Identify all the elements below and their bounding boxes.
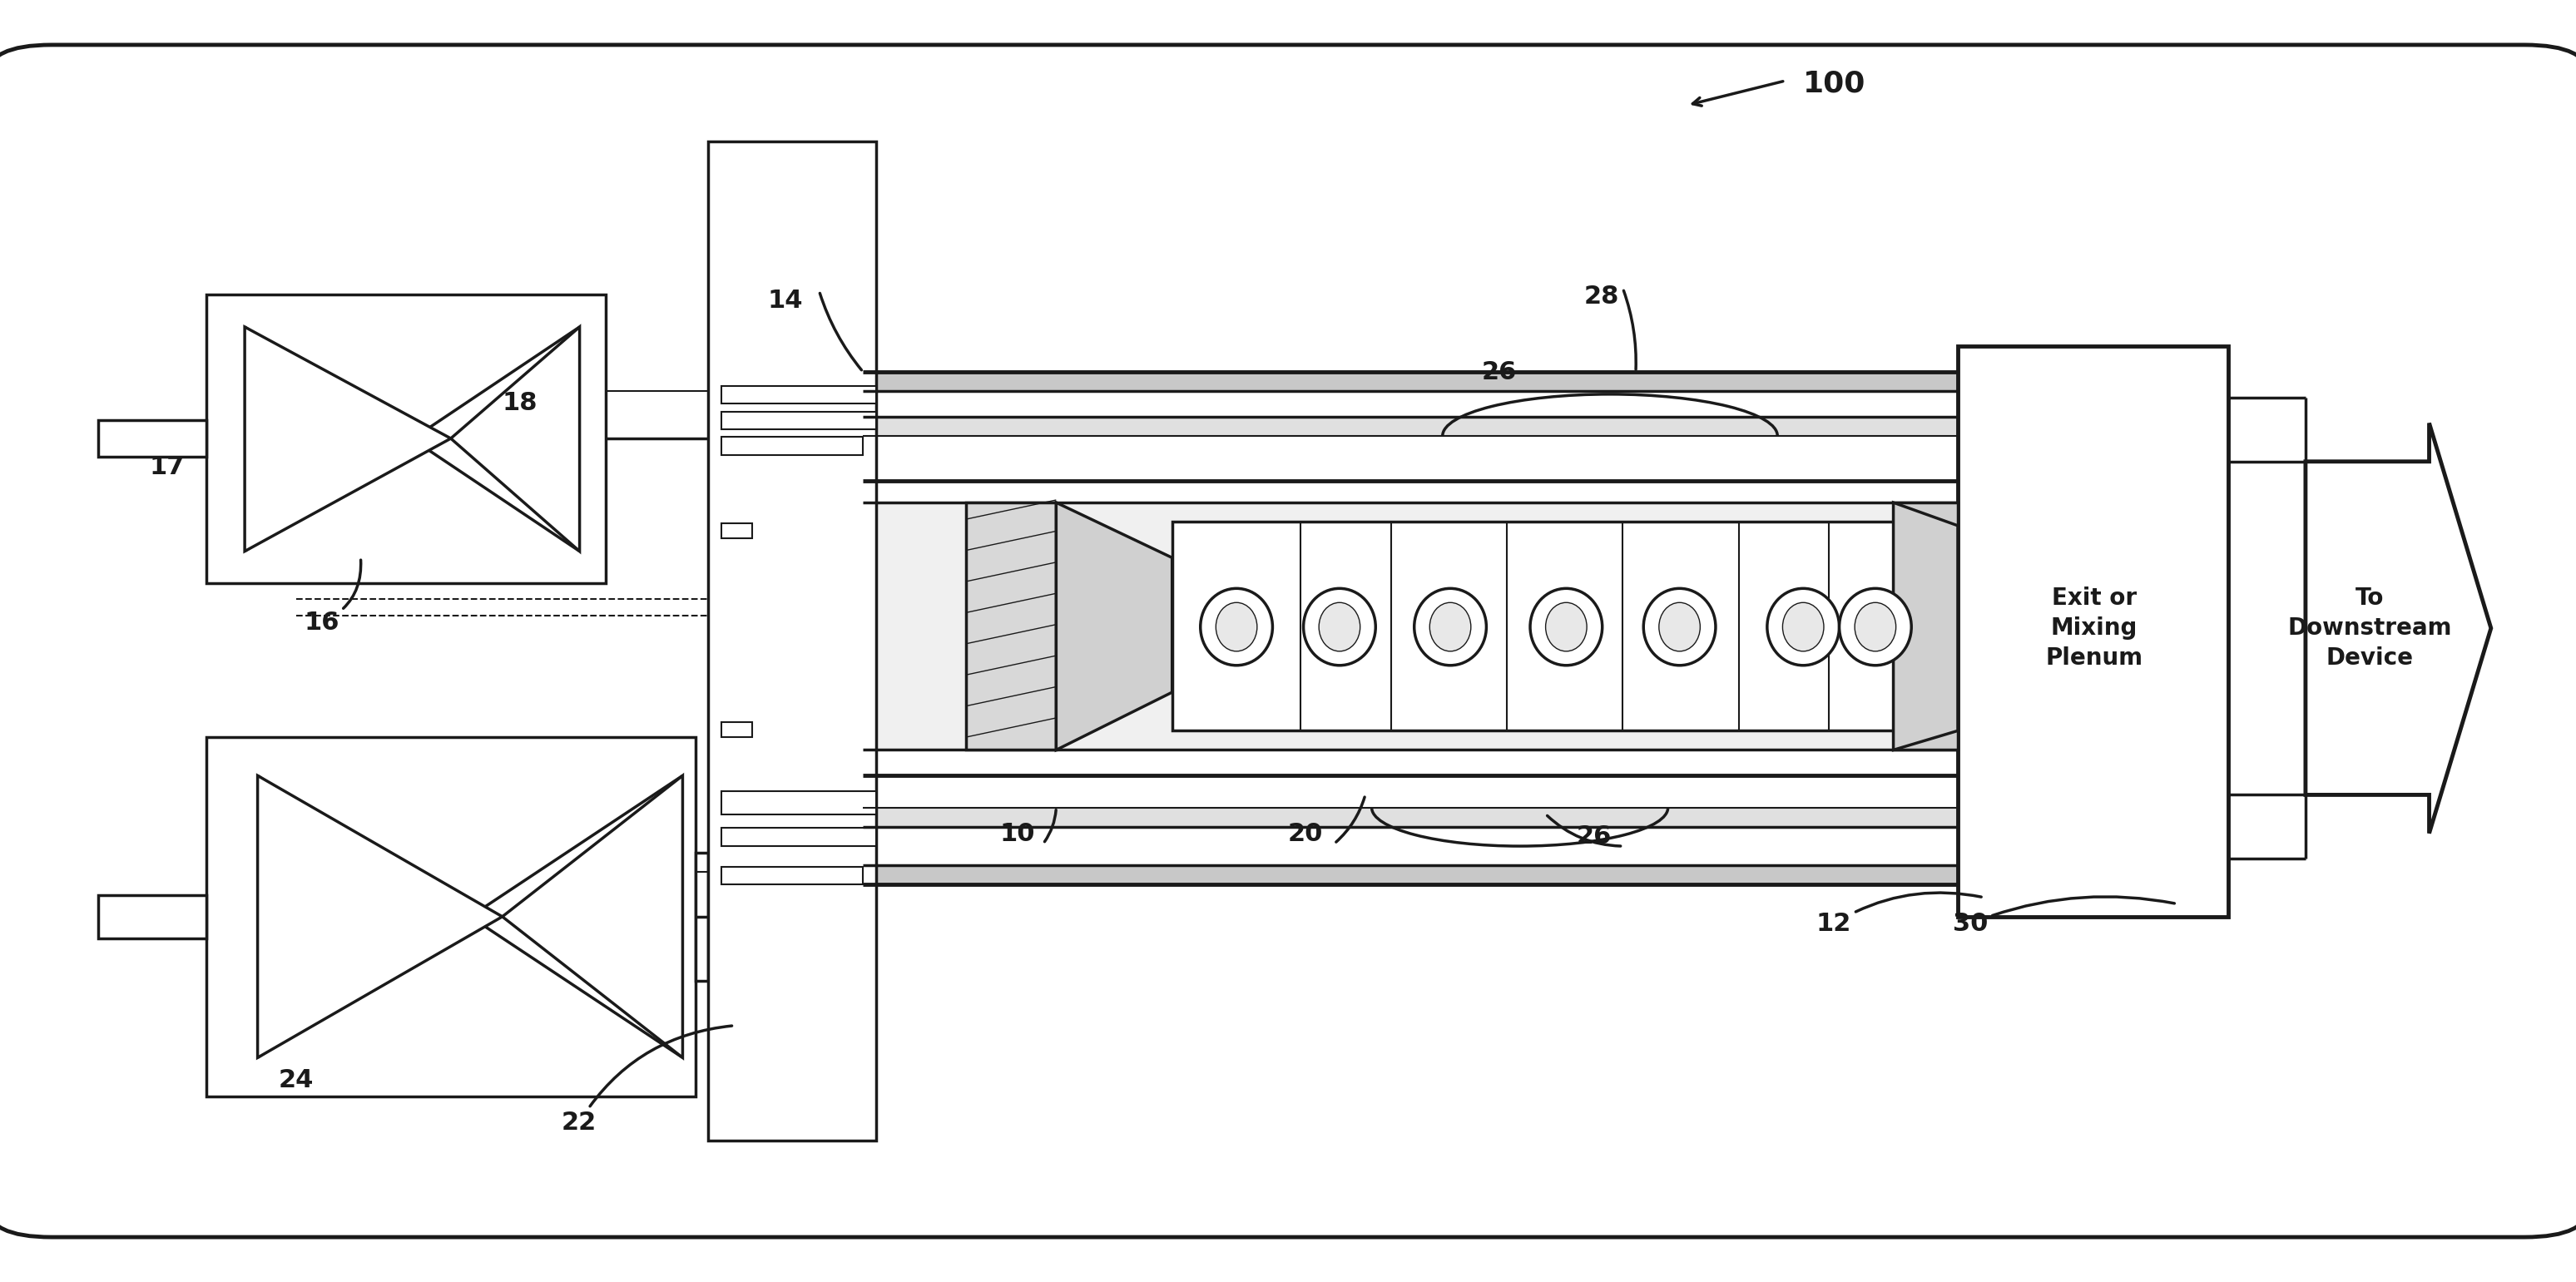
Bar [206, 295, 605, 583]
Ellipse shape [1855, 603, 1896, 651]
Polygon shape [502, 776, 683, 1058]
Bar [1958, 346, 2228, 917]
Text: 17: 17 [149, 455, 185, 479]
Ellipse shape [1783, 603, 1824, 651]
Text: 14: 14 [768, 288, 804, 313]
Ellipse shape [1839, 588, 1911, 665]
Ellipse shape [1643, 588, 1716, 665]
Bar [863, 503, 1958, 750]
Ellipse shape [1200, 588, 1273, 665]
Bar [721, 791, 876, 814]
Text: 24: 24 [278, 1068, 314, 1092]
Bar [206, 737, 696, 1096]
Bar [721, 523, 752, 538]
Text: 10: 10 [999, 822, 1036, 846]
Text: 12: 12 [1816, 892, 1981, 936]
Bar [721, 437, 863, 455]
Text: 100: 100 [1803, 69, 1865, 97]
Polygon shape [451, 327, 580, 551]
Bar [863, 808, 1958, 827]
Ellipse shape [1659, 603, 1700, 651]
Text: To
Downstream
Device: To Downstream Device [2287, 587, 2452, 669]
Bar [863, 372, 1958, 391]
Text: 16: 16 [304, 560, 361, 635]
Ellipse shape [1303, 588, 1376, 665]
Ellipse shape [1216, 603, 1257, 651]
Ellipse shape [1530, 588, 1602, 665]
Text: 20: 20 [1288, 822, 1324, 846]
Text: 22: 22 [562, 1026, 732, 1135]
Polygon shape [2306, 423, 2491, 833]
Text: 18: 18 [502, 391, 538, 415]
Bar [696, 853, 708, 981]
Text: 26: 26 [1577, 824, 1613, 849]
Ellipse shape [1414, 588, 1486, 665]
Ellipse shape [1430, 603, 1471, 651]
Bar [98, 420, 206, 456]
Text: Exit or
Mixing
Plenum: Exit or Mixing Plenum [2045, 587, 2143, 669]
Polygon shape [258, 776, 502, 1058]
Polygon shape [245, 327, 451, 551]
Text: 30: 30 [1953, 896, 2174, 936]
Bar [721, 722, 752, 737]
FancyBboxPatch shape [0, 45, 2576, 1237]
Bar [708, 141, 876, 1141]
Polygon shape [1056, 503, 1172, 750]
Ellipse shape [1546, 603, 1587, 651]
Bar [863, 865, 1958, 885]
Bar [1172, 522, 1893, 731]
Bar [966, 503, 1056, 750]
Bar [721, 412, 876, 429]
Bar [863, 417, 1958, 436]
Ellipse shape [1319, 603, 1360, 651]
Bar [721, 828, 876, 846]
Bar [721, 867, 863, 885]
Text: 28: 28 [1584, 285, 1620, 309]
Polygon shape [1893, 503, 1958, 750]
Ellipse shape [1767, 588, 1839, 665]
Bar [721, 386, 876, 404]
Bar [1893, 503, 1958, 750]
Text: 26: 26 [1481, 360, 1517, 385]
Bar [98, 895, 206, 938]
